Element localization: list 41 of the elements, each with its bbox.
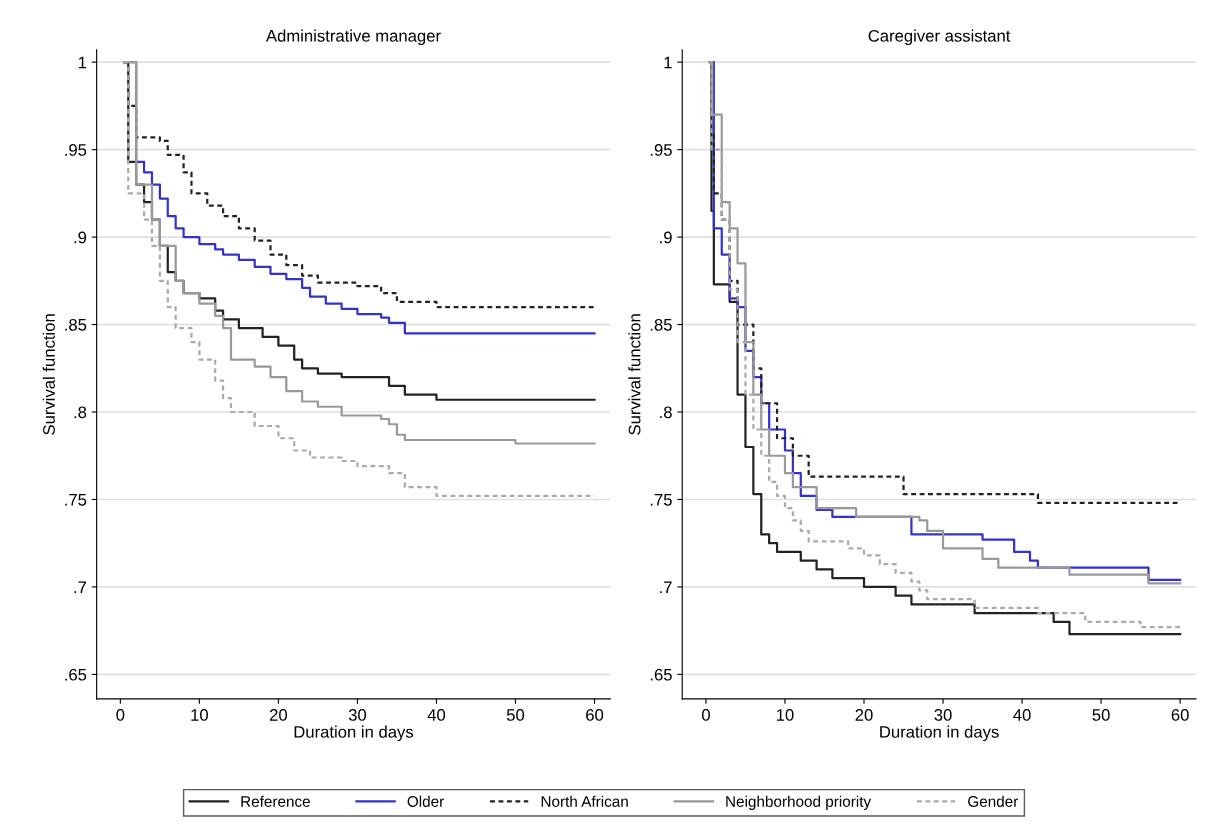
x-tick-label: 40 bbox=[1013, 709, 1031, 721]
y-tick-label: .65 bbox=[650, 668, 672, 681]
x-axis-title: Duration in days bbox=[880, 725, 999, 742]
x-tick-label: 30 bbox=[934, 709, 952, 721]
x-tick-label: 40 bbox=[427, 709, 446, 721]
x-tick-label: 60 bbox=[586, 709, 604, 721]
x-tick-label: 0 bbox=[701, 709, 710, 721]
x-axis-title: Duration in days bbox=[294, 725, 414, 742]
y-tick-label: .7 bbox=[74, 581, 87, 593]
legend-label: Reference bbox=[241, 795, 310, 807]
y-axis-title: Survival function bbox=[628, 314, 641, 435]
y-tick-label: .75 bbox=[65, 494, 87, 506]
y-tick-label: .8 bbox=[74, 406, 87, 419]
x-tick-label: 20 bbox=[855, 709, 873, 721]
y-tick-label: .9 bbox=[74, 231, 87, 244]
x-tick-label: 50 bbox=[506, 709, 525, 721]
y-tick-label: .85 bbox=[65, 318, 87, 331]
legend-label: Gender bbox=[968, 795, 1019, 807]
chart-title: Administrative manager bbox=[265, 29, 441, 46]
y-tick-label: .65 bbox=[65, 668, 87, 681]
y-tick-label: 1 bbox=[78, 56, 87, 69]
x-tick-label: 10 bbox=[776, 709, 794, 721]
x-tick-label: 50 bbox=[1092, 709, 1110, 721]
y-tick-label: .95 bbox=[650, 144, 672, 156]
x-tick-label: 60 bbox=[1171, 709, 1189, 721]
y-tick-label: 1 bbox=[664, 56, 672, 69]
y-tick-label: .7 bbox=[660, 581, 672, 593]
y-tick-label: .9 bbox=[660, 231, 672, 244]
x-tick-label: 20 bbox=[269, 709, 288, 721]
y-tick-label: .85 bbox=[650, 318, 672, 331]
x-tick-label: 10 bbox=[191, 709, 208, 721]
y-axis-title: Survival function bbox=[42, 314, 55, 435]
y-tick-label: .75 bbox=[650, 494, 672, 506]
legend-label: North African bbox=[541, 795, 628, 807]
chart-title: Caregiver assistant bbox=[868, 29, 1011, 46]
y-tick-label: .8 bbox=[660, 406, 672, 419]
legend-label: Older bbox=[407, 795, 444, 807]
x-tick-label: 30 bbox=[348, 709, 367, 721]
legend-label: Neighborhood priority bbox=[726, 795, 872, 810]
x-tick-label: 0 bbox=[116, 709, 125, 721]
y-tick-label: .95 bbox=[65, 144, 87, 156]
